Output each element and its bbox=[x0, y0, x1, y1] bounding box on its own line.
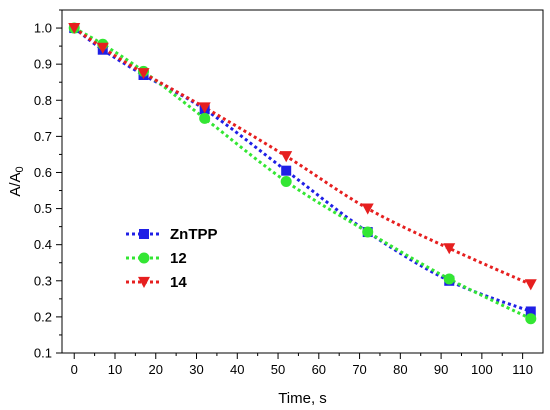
data-point-12 bbox=[280, 176, 292, 187]
data-point-14 bbox=[68, 22, 81, 35]
y-tick-label: 0.6 bbox=[34, 165, 52, 180]
x-axis-title: Time, s bbox=[278, 390, 327, 407]
data-point-12 bbox=[362, 226, 374, 238]
data-point-12 bbox=[443, 273, 455, 285]
x-tick-label: 60 bbox=[312, 362, 326, 377]
legend-label-zntpp: ZnTPP bbox=[170, 226, 218, 243]
data-point-14 bbox=[443, 243, 456, 255]
y-tick-label: 0.4 bbox=[34, 237, 52, 252]
y-axis-title-subscript: 0 bbox=[14, 166, 26, 172]
legend-label-14: 14 bbox=[170, 274, 187, 291]
data-point-14 bbox=[524, 279, 537, 291]
x-tick-label: 90 bbox=[434, 362, 448, 377]
data-point-14 bbox=[96, 42, 109, 54]
x-tick-label: 10 bbox=[108, 362, 122, 377]
x-tick-label: 100 bbox=[471, 362, 493, 377]
data-point-zntpp bbox=[525, 306, 536, 317]
x-tick-label: 50 bbox=[271, 362, 285, 377]
x-tick-label: 40 bbox=[230, 362, 244, 377]
y-axis: 0.1 0.2 0.3 0.4 0.5 0.6 0.7 0.8 0.9 1.0 bbox=[34, 9, 62, 361]
data-point-14 bbox=[137, 68, 150, 80]
y-tick-label: 0.3 bbox=[34, 273, 52, 288]
data-point-12 bbox=[525, 313, 537, 325]
legend: ZnTPP 12 14 bbox=[126, 226, 218, 291]
data-point-12 bbox=[199, 112, 211, 124]
y-tick-label: 0.8 bbox=[34, 93, 52, 108]
data-point-14 bbox=[361, 203, 374, 215]
legend-marker-12 bbox=[138, 252, 150, 264]
legend-marker-14 bbox=[138, 276, 150, 288]
data-point-14 bbox=[198, 102, 211, 114]
x-tick-label: 20 bbox=[149, 362, 163, 377]
y-tick-label: 1.0 bbox=[34, 21, 52, 36]
x-tick-label: 70 bbox=[352, 362, 366, 377]
y-tick-label: 0.5 bbox=[34, 201, 52, 216]
plot-frame bbox=[61, 9, 544, 354]
legend-marker-zntpp bbox=[139, 229, 149, 239]
y-tick-label: 0.9 bbox=[34, 57, 52, 72]
y-tick-label: 0.1 bbox=[34, 346, 52, 361]
fit-line-zntpp bbox=[73, 26, 532, 313]
data-point-zntpp bbox=[281, 165, 292, 176]
x-axis: 0 10 20 30 40 50 60 70 80 90 100 110 bbox=[71, 353, 533, 377]
y-axis-title-main: A/A bbox=[7, 172, 24, 196]
data-point-14 bbox=[280, 151, 293, 163]
data-markers bbox=[68, 22, 537, 325]
x-tick-label: 110 bbox=[512, 362, 533, 377]
y-tick-label: 0.2 bbox=[34, 309, 52, 324]
x-tick-label: 0 bbox=[71, 362, 78, 377]
y-tick-label: 0.7 bbox=[34, 129, 52, 144]
x-tick-label: 80 bbox=[393, 362, 407, 377]
y-axis-title: A/A0 bbox=[7, 166, 26, 196]
x-tick-label: 30 bbox=[189, 362, 203, 377]
legend-label-12: 12 bbox=[170, 250, 187, 267]
